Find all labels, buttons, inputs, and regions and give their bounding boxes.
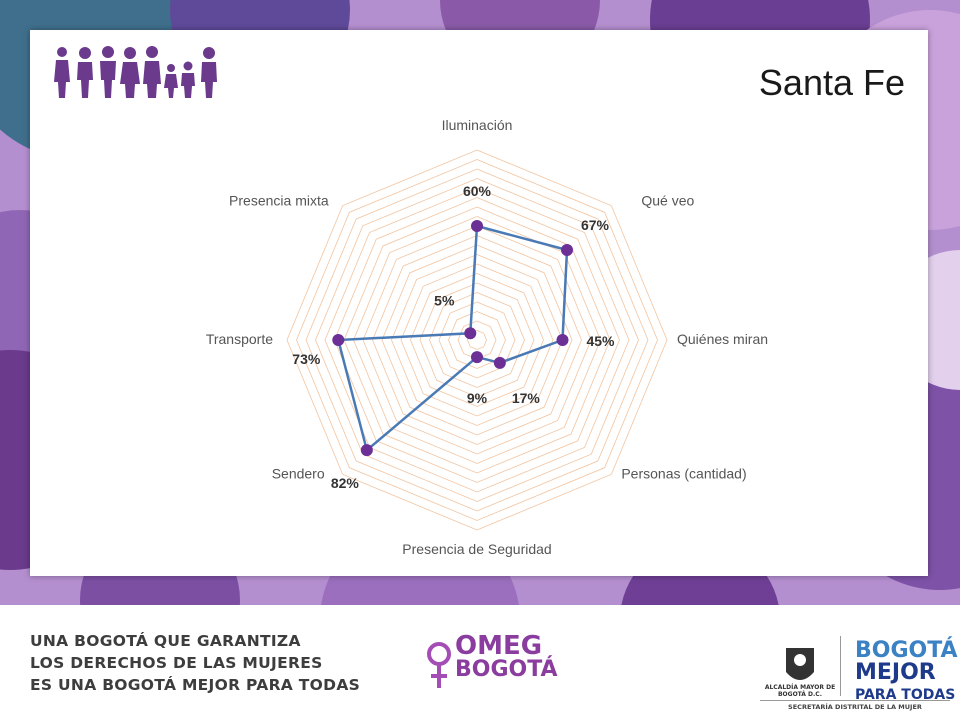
axis-label: Sendero: [272, 465, 325, 481]
slide-title: Santa Fe: [758, 62, 905, 103]
footer-slogan: UNA BOGOTÁ QUE GARANTIZA LOS DERECHOS DE…: [30, 630, 360, 696]
series-line: [336, 224, 569, 453]
axis-label: Presencia de Seguridad: [402, 541, 551, 557]
grid-ring: [448, 311, 506, 369]
grid-ring: [400, 263, 554, 417]
bogota-line-2: MEJOR: [855, 660, 936, 685]
value-label: 9%: [467, 390, 488, 406]
slogan-line-3: ES UNA BOGOTÁ MEJOR PARA TODAS: [30, 676, 361, 694]
grid-ring: [391, 254, 563, 426]
omeg-line-1: OMEG: [455, 631, 543, 661]
data-point: [561, 243, 574, 256]
grid-ring: [315, 178, 639, 502]
grid-ring: [362, 225, 592, 455]
bogota-line-3: PARA TODAS: [855, 687, 956, 703]
value-label: 5%: [434, 292, 455, 308]
axis-label: Transporte: [206, 331, 273, 347]
grid-ring: [286, 149, 668, 531]
omeg-line-2: BOGOTÁ: [455, 657, 558, 682]
grid-ring: [343, 206, 611, 474]
data-point: [471, 351, 483, 364]
axis-label: Personas (cantidad): [621, 465, 746, 481]
footer-divider: [840, 636, 841, 696]
value-label: 45%: [586, 333, 615, 349]
grid-ring: [429, 292, 525, 388]
grid-ring: [324, 187, 630, 493]
grid-ring: [419, 282, 535, 398]
grid-ring: [438, 301, 516, 379]
grid-ring: [372, 235, 582, 445]
omeg-logo-icon: [427, 642, 451, 688]
bogota-mejor-logo: BOGOTÁ MEJOR PARA TODAS: [855, 640, 958, 706]
data-point: [464, 327, 477, 340]
slogan-line-2: LOS DERECHOS DE LAS MUJERES: [30, 654, 323, 672]
radar-axis-labels: Iluminación Qué veo Quiénes miran Personas …: [206, 117, 768, 557]
data-point: [493, 356, 506, 369]
secretaria-text: SECRETARÍA DISTRITAL DE LA MUJER: [760, 700, 950, 711]
value-label: 60%: [463, 183, 492, 199]
radar-chart: Iluminación Qué veo Quiénes miran Personas …: [206, 117, 768, 557]
value-label: 17%: [512, 390, 541, 406]
data-point: [556, 334, 569, 346]
axis-label: Iluminación: [442, 117, 513, 133]
data-point: [332, 334, 345, 346]
women-group-icon: [54, 46, 217, 98]
alcaldia-text: ALCALDÍA MAYOR DE BOGOTÁ D.C.: [764, 684, 836, 698]
radar-series: [332, 220, 574, 457]
grid-ring: [353, 216, 601, 464]
data-point: [471, 220, 483, 232]
value-label: 67%: [581, 217, 610, 233]
grid-ring: [410, 273, 544, 407]
omeg-logo-text: OMEG BOGOTÁ: [455, 631, 558, 682]
grid-ring: [334, 197, 620, 483]
data-point: [360, 444, 373, 457]
axis-label: Qué veo: [641, 193, 694, 209]
grid-ring: [296, 159, 658, 521]
slogan-line-1: UNA BOGOTÁ QUE GARANTIZA: [30, 632, 301, 650]
radar-grid: [286, 149, 668, 531]
axis-label: Quiénes miran: [677, 331, 768, 347]
grid-ring: [305, 168, 649, 512]
value-label: 73%: [292, 351, 321, 367]
value-label: 82%: [331, 475, 360, 491]
bogota-line-1: BOGOTÁ: [855, 638, 958, 663]
coat-of-arms-icon: [786, 648, 814, 680]
radar-value-labels: 60% 67% 45% 17% 9% 82% 73% 5%: [292, 183, 615, 491]
grid-ring: [381, 244, 573, 436]
axis-label: Presencia mixta: [229, 193, 329, 209]
